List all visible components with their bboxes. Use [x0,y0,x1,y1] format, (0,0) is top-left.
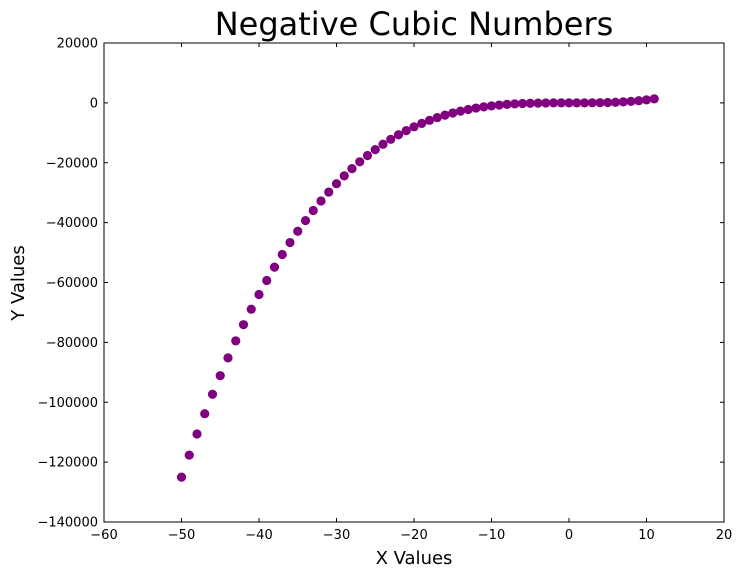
data-point [293,226,303,236]
data-point [494,100,504,110]
data-point [618,97,628,107]
x-tick-label: −50 [168,528,195,543]
chart-title: Negative Cubic Numbers [215,5,614,43]
y-tick-label: −60000 [46,276,98,291]
data-point [176,472,187,482]
data-point [579,98,590,108]
data-point [184,450,194,460]
y-axis-label: Y Values [8,245,29,322]
data-point [424,115,435,125]
data-point [572,98,582,108]
data-point [269,262,280,272]
y-tick-label: −40000 [46,216,98,231]
data-point [587,98,597,108]
data-point [262,275,272,286]
x-tick-label: 10 [638,528,655,543]
data-point [502,99,512,110]
data-point [285,237,295,248]
data-point [316,196,326,206]
data-point [401,126,411,136]
data-point [603,97,613,108]
data-point [486,101,497,111]
data-point [556,98,566,108]
data-point [308,205,318,216]
data-point [215,371,225,381]
data-point [409,122,419,132]
data-point [641,95,652,105]
data-point [479,102,489,112]
data-point [440,110,450,120]
x-tick-label: −30 [323,528,350,543]
x-tick-label: −40 [245,528,272,543]
data-point [626,96,636,106]
data-point [471,103,481,113]
data-point [517,98,528,109]
data-point [649,94,659,104]
data-point [231,336,241,346]
data-point [254,289,264,300]
plot-area: −60 −50 −40 −30 −20 −10 0 10 20 20000 0 −20000 −4000… [37,37,732,544]
data-point [393,130,404,140]
data-point [548,98,559,108]
data-point [277,249,287,260]
data-point [564,98,574,108]
data-point [455,106,466,116]
data-point [448,108,458,118]
data-point [634,96,644,106]
data-point [355,157,365,167]
x-axis-label: X Values [376,548,453,569]
data-point [362,150,373,161]
data-point [192,429,202,439]
y-tick-label: −120000 [37,456,98,471]
data-point [386,134,396,144]
y-tick-label: 20000 [57,37,98,52]
data-point [246,304,256,314]
data-point [378,139,388,149]
data-point [463,104,473,115]
x-tick-label: 0 [565,528,573,543]
data-point [510,99,520,109]
data-point [525,98,535,108]
data-point [432,112,442,123]
data-point [610,97,621,107]
data-point [207,389,218,399]
y-tick-label: −20000 [46,156,98,171]
data-point [238,320,249,330]
data-point [200,409,210,419]
data-point [417,118,427,129]
data-point [595,98,605,108]
y-tick-label: −100000 [37,396,98,411]
data-point [324,187,334,197]
y-tick-label: 0 [90,96,98,111]
data-point [223,353,233,363]
data-point [541,98,551,108]
data-point [533,98,543,108]
y-tick-label: −140000 [37,516,98,531]
data-point [331,179,342,189]
data-point [300,215,311,226]
y-tick-label: −80000 [46,336,98,351]
x-tick-label: −10 [478,528,505,543]
x-tick-label: −20 [400,528,427,543]
data-point [370,145,380,155]
x-tick-label: −60 [90,528,117,543]
data-point [347,163,357,174]
x-tick-label: 20 [716,528,733,543]
data-point [339,171,349,181]
